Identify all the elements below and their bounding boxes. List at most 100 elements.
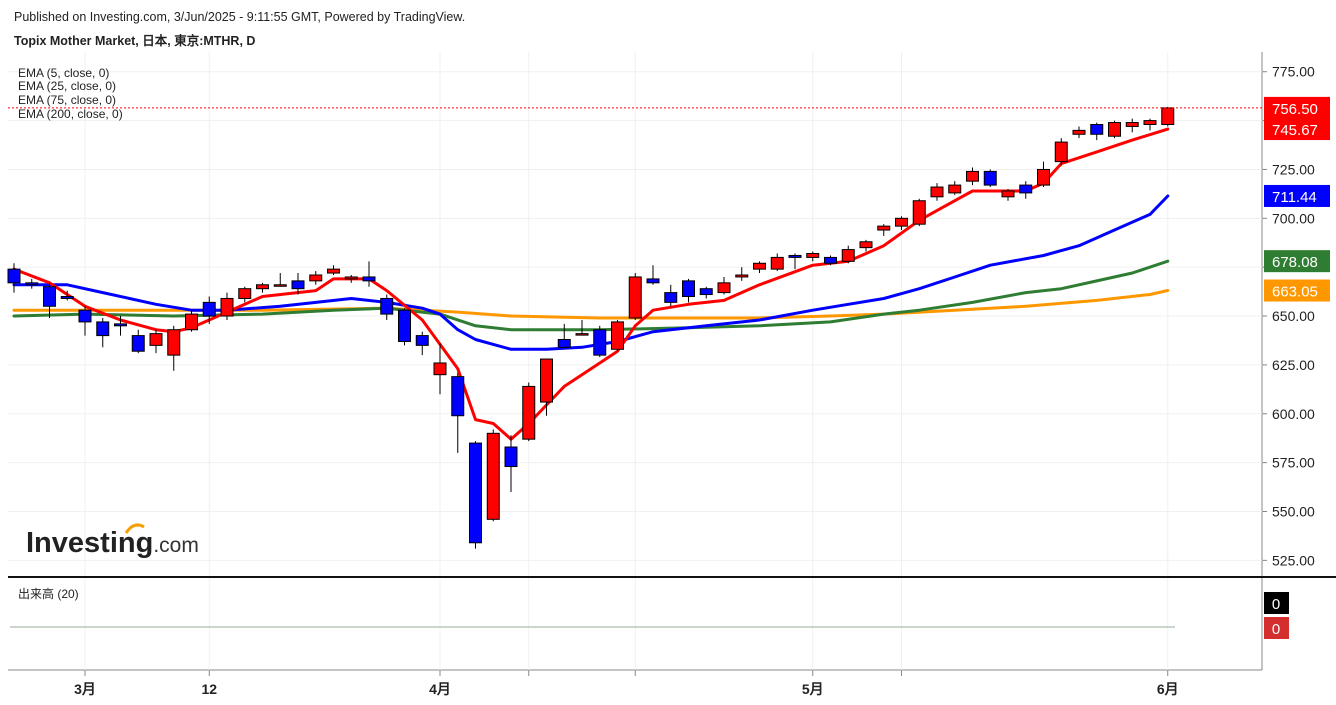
candle bbox=[362, 261, 376, 287]
price-tick-label: 575.00 bbox=[1272, 455, 1315, 471]
candle-body-down bbox=[96, 321, 110, 337]
candle bbox=[966, 167, 979, 186]
candle bbox=[912, 198, 926, 227]
legend-ema200[interactable]: EMA (200, close, 0) bbox=[18, 107, 123, 121]
candle bbox=[1108, 120, 1121, 139]
price-label-bg bbox=[1264, 184, 1330, 207]
candle bbox=[309, 271, 323, 285]
candle bbox=[717, 276, 731, 295]
price-labels: 756.50 745.67 711.44 678.08 663.05 bbox=[1264, 96, 1330, 302]
candle-body-up bbox=[611, 321, 624, 350]
price-label: 756.50 bbox=[1264, 96, 1330, 119]
candle bbox=[1072, 126, 1086, 139]
candle bbox=[770, 253, 784, 272]
price-label-text: 711.44 bbox=[1272, 189, 1317, 206]
legend-ema25[interactable]: EMA (25, close, 0) bbox=[18, 79, 116, 93]
candle-body-down bbox=[25, 282, 39, 286]
candle-body-down bbox=[60, 296, 74, 299]
candle-body-down bbox=[504, 446, 518, 468]
candle bbox=[398, 308, 411, 346]
candle bbox=[948, 181, 962, 195]
candle-body-down bbox=[43, 286, 56, 307]
candle-body-up bbox=[167, 329, 181, 356]
price-tick-label: 550.00 bbox=[1272, 504, 1315, 520]
candle-body-up bbox=[770, 256, 784, 270]
candle bbox=[273, 273, 287, 287]
price-tick-label: 700.00 bbox=[1272, 210, 1315, 226]
candle-body-down bbox=[451, 376, 465, 417]
candle bbox=[1161, 106, 1175, 127]
candle-body-up bbox=[256, 284, 269, 290]
price-tick-label: 725.00 bbox=[1272, 161, 1315, 177]
candle-body-up bbox=[895, 217, 908, 227]
legend-ema5[interactable]: EMA (5, close, 0) bbox=[18, 66, 109, 80]
candle bbox=[415, 331, 429, 356]
candle bbox=[238, 286, 252, 303]
candle bbox=[451, 372, 465, 453]
logo-suffix: .com bbox=[153, 534, 199, 557]
candle-body-up bbox=[1001, 190, 1015, 198]
volume-label[interactable]: 出来高 (20) bbox=[18, 586, 79, 601]
candle bbox=[788, 253, 802, 270]
candle bbox=[202, 296, 216, 324]
price-label-bg bbox=[1264, 279, 1330, 302]
candle bbox=[664, 284, 678, 307]
candle bbox=[841, 245, 855, 264]
price-tick-label: 625.00 bbox=[1272, 357, 1315, 373]
price-label: 663.05 bbox=[1264, 279, 1330, 302]
candle-body-up bbox=[1054, 141, 1068, 163]
candle-body-up bbox=[1072, 129, 1086, 135]
candle bbox=[930, 183, 944, 201]
candle-body-down bbox=[557, 339, 571, 348]
time-tick-label: 4月 bbox=[429, 681, 451, 697]
candle bbox=[96, 318, 110, 348]
candle bbox=[1054, 138, 1068, 166]
investing-logo: Investing.com bbox=[26, 523, 199, 559]
logo-brand: Investing bbox=[26, 527, 153, 559]
candle-body-down bbox=[291, 280, 305, 290]
price-label-bg bbox=[1264, 96, 1330, 119]
candle-body-up bbox=[327, 268, 340, 274]
price-label-text: 756.50 bbox=[1272, 101, 1318, 118]
candle-body-up bbox=[149, 333, 163, 346]
volume-badge bbox=[1264, 592, 1289, 614]
time-axis[interactable]: 3月 12 4月 5月 6月 bbox=[74, 670, 1179, 697]
candle bbox=[60, 290, 74, 301]
candle bbox=[540, 358, 553, 416]
price-label: 678.08 bbox=[1264, 250, 1330, 273]
candle-body-up bbox=[966, 170, 979, 182]
time-tick-label: 12 bbox=[201, 681, 217, 697]
candle bbox=[380, 294, 394, 320]
candle bbox=[983, 169, 997, 188]
candle bbox=[753, 261, 766, 274]
candle bbox=[43, 282, 56, 318]
candle bbox=[486, 429, 500, 522]
candle bbox=[220, 292, 234, 320]
candle-body-up bbox=[841, 249, 855, 262]
price-tick-label: 650.00 bbox=[1272, 308, 1315, 324]
candle-body-up bbox=[930, 186, 944, 198]
candle-body-up bbox=[1143, 120, 1157, 126]
candle-body-up bbox=[948, 184, 962, 194]
candle bbox=[1037, 161, 1050, 188]
candle-body-up bbox=[628, 276, 642, 319]
candle-body-down bbox=[646, 278, 660, 284]
candle-body-down bbox=[699, 288, 713, 296]
candle-body-up bbox=[859, 241, 873, 249]
candle bbox=[611, 319, 624, 352]
candle bbox=[682, 278, 695, 303]
candle-body-up bbox=[1125, 122, 1139, 127]
candles bbox=[7, 106, 1175, 549]
candle bbox=[1090, 122, 1104, 141]
candle bbox=[78, 306, 92, 336]
price-label-text: 663.05 bbox=[1272, 284, 1318, 301]
legend-ema75[interactable]: EMA (75, close, 0) bbox=[18, 93, 116, 107]
price-axis[interactable]: 775.00750.00725.00700.00675.00650.00625.… bbox=[1262, 64, 1315, 569]
published-text: Published on Investing.com, 3/Jun/2025 -… bbox=[14, 10, 465, 24]
candle bbox=[593, 325, 607, 358]
candle bbox=[1125, 118, 1139, 133]
candle bbox=[114, 316, 127, 336]
price-tick-label: 600.00 bbox=[1272, 406, 1315, 422]
candle bbox=[806, 251, 820, 262]
